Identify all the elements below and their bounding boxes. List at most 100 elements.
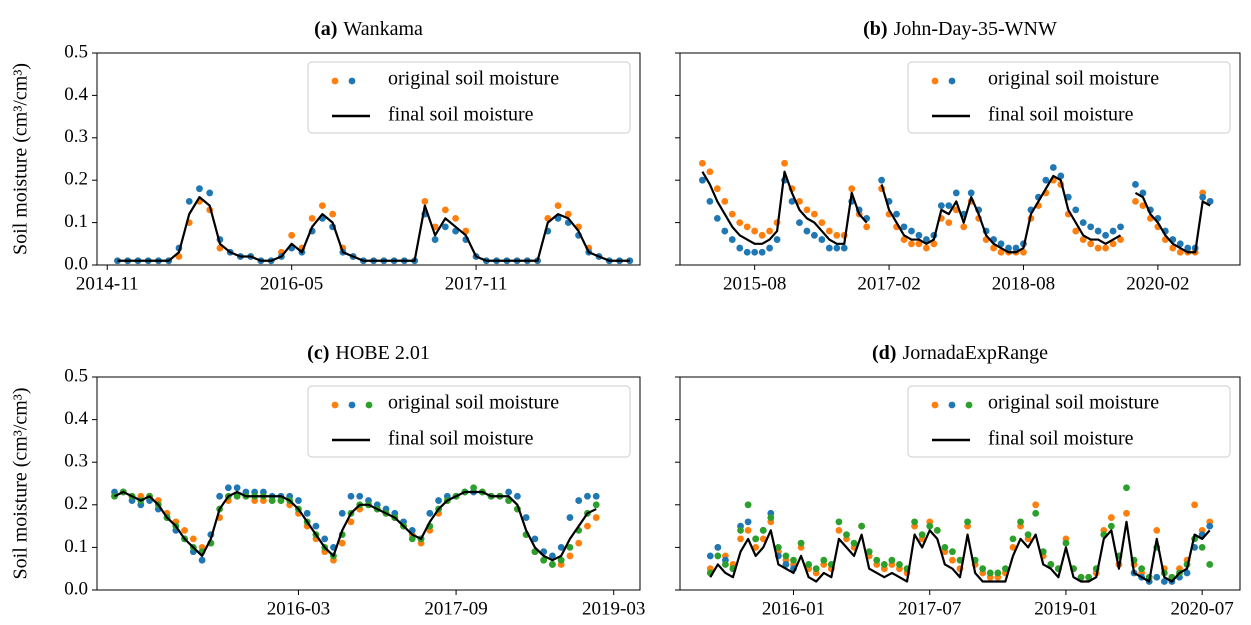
- data-point: [736, 244, 744, 252]
- legend-label: final soil moisture: [988, 428, 1134, 450]
- data-point: [833, 244, 841, 252]
- data-point: [896, 561, 903, 568]
- data-point: [994, 569, 1002, 577]
- data-point: [522, 514, 530, 521]
- data-point: [803, 227, 811, 235]
- data-point: [713, 185, 721, 193]
- data-point: [318, 202, 326, 210]
- data-point: [1094, 227, 1102, 235]
- data-point: [1132, 181, 1139, 188]
- data-point: [1094, 244, 1102, 252]
- y-tick-label: 0.5: [64, 365, 88, 386]
- legend-label: final soil moisture: [388, 428, 534, 450]
- data-point: [722, 561, 729, 568]
- data-point: [835, 526, 843, 534]
- data-point: [699, 176, 706, 184]
- data-point: [531, 535, 539, 543]
- data-point: [338, 509, 346, 517]
- data-point: [941, 544, 949, 551]
- legend-marker: [348, 401, 356, 409]
- legend-marker: [948, 77, 956, 85]
- data-point: [356, 492, 364, 500]
- data-point: [181, 526, 188, 534]
- data-point: [888, 556, 896, 564]
- final-line: [709, 520, 1211, 583]
- data-point: [1153, 526, 1161, 534]
- x-tick-label: 2019-03: [582, 598, 645, 619]
- data-point: [1032, 509, 1040, 517]
- data-point: [781, 159, 788, 167]
- data-point: [728, 236, 736, 243]
- final-line: [117, 196, 630, 262]
- data-point: [329, 210, 337, 218]
- panel: (a) Wankama Soil moisture (cm³/cm³) 0.0 0.1 0…: [10, 18, 641, 294]
- data-point: [1117, 223, 1124, 231]
- data-point: [308, 214, 316, 222]
- data-point: [1102, 244, 1109, 252]
- data-point: [744, 518, 752, 526]
- data-point: [196, 185, 203, 193]
- legend-marker: [965, 401, 973, 409]
- data-point: [513, 492, 521, 500]
- y-tick-label: 0.3: [64, 126, 88, 147]
- data-point: [848, 185, 856, 193]
- data-point: [1206, 561, 1214, 568]
- data-point: [878, 176, 885, 184]
- data-point: [1107, 522, 1115, 530]
- data-point: [592, 492, 600, 500]
- data-point: [758, 248, 766, 256]
- data-point: [744, 501, 752, 509]
- data-point: [1109, 240, 1117, 248]
- x-tick-label: 2016-03: [267, 598, 330, 619]
- data-point: [554, 202, 562, 210]
- data-point: [811, 231, 818, 239]
- data-point: [997, 240, 1005, 248]
- data-point: [441, 206, 449, 214]
- data-point: [818, 219, 826, 227]
- panel: (b) John-Day-35-WNW 2015-08 2017-02 2018-08 2…: [675, 18, 1241, 294]
- data-point: [964, 518, 971, 526]
- data-point: [1085, 573, 1093, 581]
- data-point: [949, 548, 956, 556]
- y-tick-label: 0.2: [64, 493, 88, 514]
- legend-label: original soil moisture: [388, 392, 559, 414]
- data-point: [752, 535, 760, 543]
- data-point: [470, 484, 477, 492]
- data-point: [216, 492, 224, 500]
- data-point: [1176, 240, 1184, 248]
- data-point: [1123, 484, 1130, 492]
- legend-marker: [331, 77, 339, 85]
- data-point: [1198, 544, 1206, 551]
- data-point: [584, 492, 591, 500]
- data-point: [979, 565, 987, 573]
- data-point: [990, 244, 997, 252]
- data-point: [766, 244, 773, 252]
- y-tick-label: 0.1: [64, 536, 88, 557]
- data-point: [1024, 531, 1032, 539]
- data-point: [803, 206, 811, 214]
- data-point: [926, 522, 934, 530]
- data-point: [1169, 244, 1177, 252]
- data-point: [1123, 509, 1130, 517]
- panel-name: HOBE 2.01: [335, 342, 429, 364]
- data-point: [549, 552, 556, 560]
- panel-label: (b): [863, 18, 887, 40]
- panel-name: John-Day-35-WNW: [894, 18, 1057, 40]
- legend-box: [307, 61, 631, 134]
- data-point: [1012, 244, 1020, 252]
- data-point: [1032, 501, 1040, 509]
- data-point: [575, 539, 583, 547]
- data-point: [1020, 248, 1027, 256]
- data-point: [811, 210, 818, 218]
- data-point: [1047, 561, 1055, 568]
- data-point: [758, 231, 766, 239]
- data-point: [796, 219, 803, 227]
- data-point: [843, 531, 850, 539]
- data-point: [908, 240, 915, 248]
- data-point: [736, 219, 744, 227]
- data-point: [835, 518, 843, 526]
- x-tick-label: 2016-05: [260, 273, 323, 294]
- data-point: [1077, 573, 1085, 581]
- data-point: [557, 544, 565, 551]
